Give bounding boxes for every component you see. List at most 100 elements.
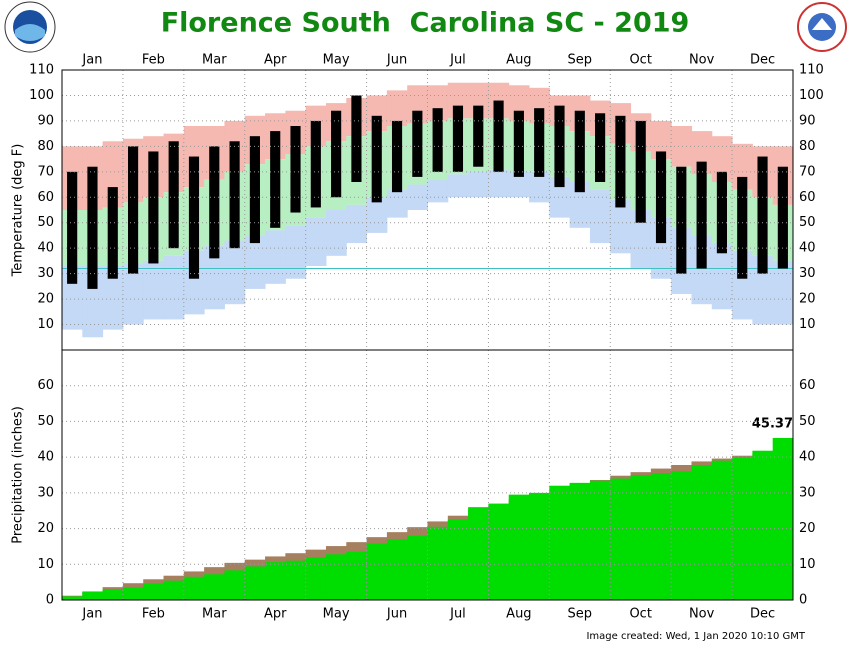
- observed-range: [534, 108, 545, 177]
- observed-range: [452, 105, 464, 172]
- y-tick-label-right: 30: [799, 266, 816, 281]
- observed-precip: [244, 566, 266, 600]
- record-low-band: [569, 182, 591, 228]
- observed-precip: [569, 482, 591, 600]
- observed-range: [513, 110, 524, 177]
- record-low-band: [366, 197, 388, 233]
- record-low-band: [102, 266, 124, 330]
- observed-precip: [427, 526, 449, 600]
- record-low-band: [224, 240, 246, 305]
- month-label: Jul: [449, 607, 466, 622]
- y-tick-label-right: 80: [799, 139, 816, 154]
- observed-range: [615, 115, 626, 208]
- record-high-band: [711, 136, 733, 182]
- month-label: May: [323, 53, 350, 68]
- observed-precip: [325, 554, 347, 600]
- y-tick-label-right: 20: [799, 521, 816, 536]
- observed-precip: [630, 475, 652, 600]
- observed-range: [148, 151, 159, 264]
- record-low-band: [122, 263, 144, 325]
- record-high-band: [386, 90, 408, 126]
- record-low-band: [325, 210, 347, 256]
- record-low-band: [143, 260, 165, 320]
- record-low-band: [488, 169, 510, 198]
- month-label: Mar: [202, 53, 227, 68]
- observed-range: [493, 100, 504, 172]
- observed-range: [290, 126, 301, 213]
- y-tick-label: 110: [29, 63, 54, 78]
- observed-precip: [183, 576, 205, 600]
- observed-precip: [508, 494, 530, 600]
- record-low-band: [346, 204, 368, 244]
- observed-precip: [772, 437, 794, 600]
- observed-range: [127, 146, 139, 274]
- y-tick-label: 40: [37, 241, 54, 256]
- record-low-band: [772, 260, 794, 325]
- observed-precip: [265, 562, 286, 600]
- observed-precip: [163, 580, 185, 600]
- noaa-logo: [4, 1, 56, 53]
- month-label: May: [323, 607, 350, 622]
- month-label: Aug: [506, 607, 531, 622]
- y-tick-label: 0: [46, 593, 54, 608]
- y-tick-label-right: 60: [799, 190, 816, 205]
- observed-range: [412, 110, 423, 177]
- record-low-band: [244, 235, 266, 289]
- month-label: Aug: [506, 53, 531, 68]
- record-low-band: [447, 174, 469, 198]
- observed-range: [188, 156, 200, 279]
- month-label: Jan: [81, 607, 102, 622]
- observed-precip: [610, 478, 632, 600]
- month-label: Nov: [689, 53, 715, 68]
- month-label: Sep: [568, 53, 593, 68]
- observed-precip: [549, 485, 571, 600]
- observed-precip: [143, 583, 165, 600]
- y-tick-label: 50: [37, 414, 54, 429]
- month-label: Oct: [629, 53, 651, 68]
- record-low-band: [508, 171, 530, 198]
- y-tick-label: 40: [37, 450, 54, 465]
- record-low-band: [711, 243, 733, 310]
- observed-precip: [386, 539, 408, 600]
- y-tick-label-right: 110: [799, 63, 824, 78]
- y-tick-label: 30: [37, 485, 54, 500]
- month-label: Apr: [264, 53, 287, 68]
- observed-precip: [122, 587, 144, 600]
- y-tick-label: 20: [37, 292, 54, 307]
- observed-range: [737, 176, 748, 279]
- total-label: 45.37: [752, 416, 793, 431]
- observed-range: [696, 161, 707, 269]
- observed-range: [595, 113, 606, 182]
- observed-precip: [468, 507, 489, 600]
- observed-range: [391, 120, 403, 193]
- y-axis-title: Precipitation (inches): [11, 406, 26, 544]
- observed-precip: [224, 570, 246, 600]
- record-low-band: [610, 199, 632, 254]
- y-tick-label: 80: [37, 139, 54, 154]
- observed-range: [635, 120, 646, 223]
- y-tick-label-right: 50: [799, 215, 816, 230]
- record-low-band: [427, 179, 449, 203]
- record-low-band: [163, 255, 185, 320]
- observed-range: [351, 95, 362, 182]
- observed-range: [229, 141, 240, 249]
- y-axis-title: Temperature (deg F): [11, 144, 26, 278]
- y-tick-label: 50: [37, 215, 54, 230]
- observed-precip: [285, 560, 307, 600]
- observed-range: [249, 136, 260, 244]
- observed-precip: [102, 589, 124, 600]
- observed-range: [331, 110, 342, 198]
- observed-range: [432, 108, 443, 172]
- month-label: Apr: [264, 607, 287, 622]
- observed-range: [371, 115, 382, 203]
- record-low-band: [529, 171, 550, 203]
- y-tick-label-right: 70: [799, 164, 816, 179]
- y-tick-label-right: 100: [799, 88, 824, 103]
- y-tick-label-right: 30: [799, 485, 816, 500]
- month-label: Dec: [750, 53, 775, 68]
- nws-logo: [797, 2, 847, 52]
- record-high-band: [650, 120, 672, 160]
- y-tick-label: 70: [37, 164, 54, 179]
- month-label: Feb: [142, 607, 165, 622]
